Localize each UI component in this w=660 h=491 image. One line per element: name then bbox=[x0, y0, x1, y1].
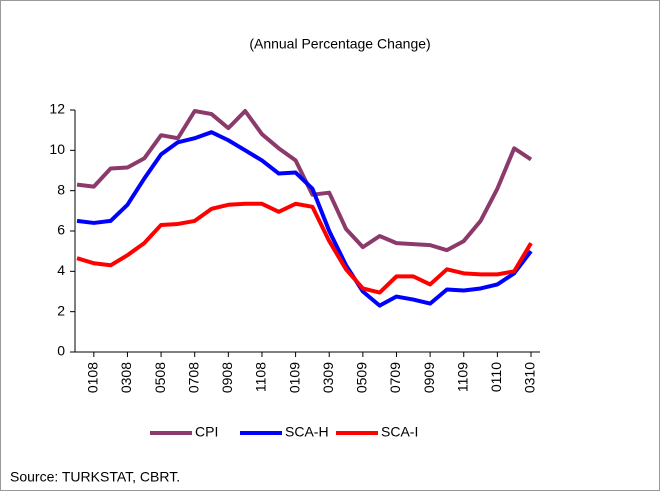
series-line bbox=[76, 109, 533, 253]
x-tick-label: 1109 bbox=[454, 362, 470, 392]
x-tick-label: 0508 bbox=[152, 362, 168, 393]
x-tick-label: 0509 bbox=[354, 362, 370, 393]
y-tick-label: 6 bbox=[57, 222, 65, 238]
x-tick-label: 0908 bbox=[219, 362, 235, 393]
x-tick-label: 0108 bbox=[85, 362, 101, 393]
x-tick-label: 0110 bbox=[488, 362, 504, 392]
y-tick-label: 4 bbox=[57, 262, 65, 278]
x-tick-label: 0709 bbox=[387, 362, 403, 393]
series-line bbox=[76, 201, 533, 295]
legend-label: SCA-H bbox=[285, 424, 329, 440]
y-tick-label: 10 bbox=[49, 141, 65, 157]
x-tick-label: 0109 bbox=[286, 362, 302, 393]
x-tick-label: 0310 bbox=[522, 362, 538, 393]
x-tick-label: 0708 bbox=[185, 362, 201, 393]
chart-title: (Annual Percentage Change) bbox=[249, 36, 430, 52]
x-tick-label: 0309 bbox=[320, 362, 336, 393]
legend-label: SCA-I bbox=[381, 424, 418, 440]
x-tick-label: 1108 bbox=[253, 362, 269, 392]
legend-label: CPI bbox=[195, 424, 218, 440]
x-tick-label: 0909 bbox=[421, 362, 437, 393]
y-tick-label: 2 bbox=[57, 302, 65, 318]
y-tick-label: 0 bbox=[57, 343, 65, 359]
y-tick-label: 8 bbox=[57, 181, 65, 197]
source-note: Source: TURKSTAT, CBRT. bbox=[10, 469, 180, 485]
y-tick-label: 12 bbox=[49, 101, 65, 117]
series-line bbox=[76, 130, 533, 308]
x-tick-label: 0308 bbox=[118, 362, 134, 393]
